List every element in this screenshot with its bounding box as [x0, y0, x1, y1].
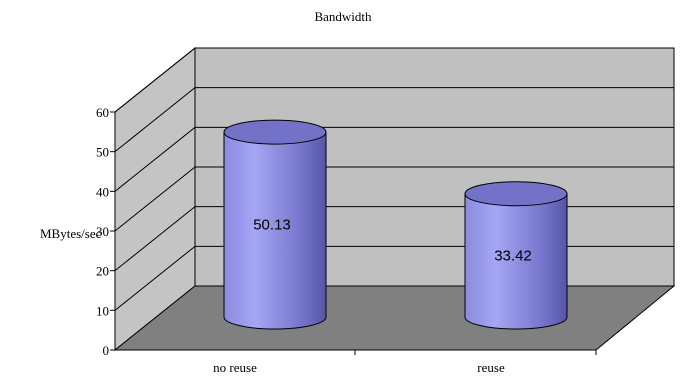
bar-body [464, 193, 568, 330]
y-tick-label: 30 [96, 224, 109, 239]
data-label: 50.13 [253, 217, 291, 234]
bar-top [223, 119, 327, 145]
y-tick-label: 50 [96, 145, 109, 160]
gridline-side [114, 126, 196, 192]
bars: 50.13 33.42 [223, 119, 568, 330]
bar-body [223, 131, 327, 330]
y-axis-ticks: 0 10 20 30 40 50 60 [96, 105, 115, 358]
x-tick-label: no reuse [213, 360, 257, 375]
gridline-side [114, 166, 196, 232]
gridline-side [114, 47, 196, 113]
y-tick-label: 0 [103, 343, 110, 358]
y-tick-label: 60 [96, 105, 109, 120]
y-tick-label: 10 [96, 303, 109, 318]
gridline-side [114, 87, 196, 153]
y-tick-label: 20 [96, 264, 109, 279]
bar-no-reuse: 50.13 [223, 119, 327, 330]
x-axis-labels: no reuse reuse [213, 360, 505, 375]
gridline-side [114, 206, 196, 272]
floor [113, 285, 676, 351]
bar-reuse: 33.42 [464, 181, 568, 330]
y-axis-title: MBytes/sec [40, 226, 102, 241]
chart-title: Bandwidth [314, 9, 372, 24]
bar-top [464, 181, 568, 207]
x-tick-label: reuse [477, 360, 505, 375]
gridline-side [114, 245, 196, 311]
y-tick-label: 40 [96, 184, 109, 199]
data-label: 33.42 [494, 247, 532, 264]
